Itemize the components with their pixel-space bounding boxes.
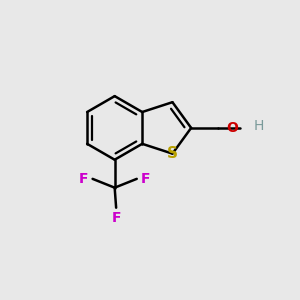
Text: F: F xyxy=(111,211,121,225)
Text: S: S xyxy=(167,146,178,161)
Text: O: O xyxy=(226,121,238,135)
Text: H: H xyxy=(254,119,264,134)
Text: F: F xyxy=(79,172,88,186)
Text: F: F xyxy=(141,172,150,186)
